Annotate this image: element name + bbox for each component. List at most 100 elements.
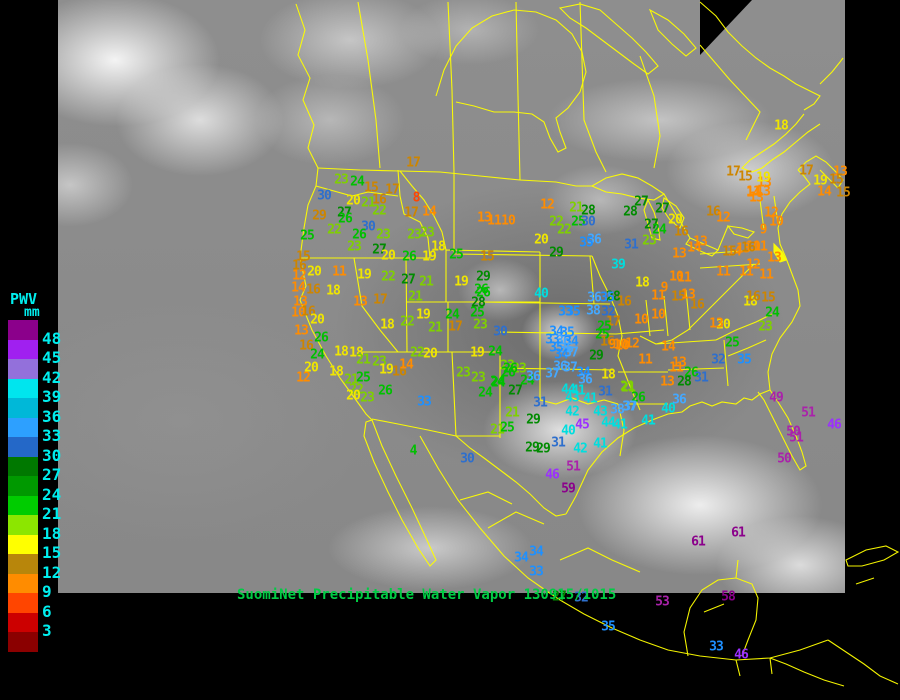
station-pwv-value: 17 (799, 163, 814, 179)
station-pwv-value: 11 (669, 360, 684, 376)
legend-label: 15 (42, 543, 62, 562)
station-pwv-value: 29 (549, 245, 564, 261)
station-pwv-value: 24 (491, 375, 506, 391)
station-pwv-value: 20 (534, 232, 549, 248)
station-pwv-value: 22 (349, 382, 364, 398)
station-pwv-value: 37 (563, 360, 578, 376)
station-pwv-value: 23 (471, 370, 486, 386)
station-pwv-value: 19 (454, 274, 469, 290)
legend-swatch (8, 359, 38, 379)
station-pwv-value: 29 (476, 269, 491, 285)
station-pwv-value: 12 (716, 210, 731, 226)
station-pwv-value: 36 (553, 359, 568, 375)
station-pwv-value: 28 (623, 204, 638, 220)
station-pwv-value: 51 (789, 430, 804, 446)
legend-swatch (8, 456, 38, 476)
station-pwv-value: 16 (746, 289, 761, 305)
station-pwv-value: 12 (764, 205, 779, 221)
station-pwv-value: 44 (561, 382, 576, 398)
station-pwv-value: 8 (412, 190, 421, 206)
legend-swatch (8, 612, 38, 632)
legend-label: 9 (42, 582, 52, 601)
station-pwv-value: 39 (611, 257, 626, 273)
station-pwv-value: 41 (641, 413, 656, 429)
station-pwv-value: 24 (520, 373, 535, 389)
station-pwv-value: 19 (357, 267, 372, 283)
station-pwv-value: 31 (598, 384, 613, 400)
station-pwv-value: 18 (635, 275, 650, 291)
station-pwv-value: 20 (381, 248, 396, 264)
station-pwv-value: 37 (545, 366, 560, 382)
station-pwv-value: 16 (690, 297, 705, 313)
station-pwv-value: 21 (569, 200, 584, 216)
station-pwv-value: 16 (392, 364, 407, 380)
station-pwv-value: 30 (361, 219, 376, 235)
product-caption: SuomiNet Precipitable Water Vapor 130915… (237, 587, 617, 603)
station-pwv-value: 27 (337, 205, 352, 221)
station-pwv-value: 27 (552, 589, 567, 605)
station-pwv-value: 14 (746, 185, 761, 201)
station-pwv-value: 15 (836, 185, 851, 201)
station-pwv-value: 34 (529, 544, 544, 560)
station-pwv-value: 13 (756, 184, 771, 200)
station-pwv-value: 15 (761, 290, 776, 306)
legend-title: PWV (10, 290, 38, 308)
station-pwv-value: 20 (668, 212, 683, 228)
station-pwv-value: 36 (578, 372, 593, 388)
station-pwv-value: 25 (595, 327, 610, 343)
station-pwv-value: 12 (296, 370, 311, 386)
station-pwv-value: 13 (693, 234, 708, 250)
station-pwv-value: 21 (408, 289, 423, 305)
station-pwv-value: 16 (741, 240, 756, 256)
station-pwv-value: 18 (329, 364, 344, 380)
station-pwv-value: 23 (372, 354, 387, 370)
station-pwv-value: 14 (291, 280, 306, 296)
station-pwv-value: 32 (601, 304, 616, 320)
station-pwv-value: 10 (634, 312, 649, 328)
station-pwv-value: 10 (669, 269, 684, 285)
station-pwv-value: 16 (301, 304, 316, 320)
station-pwv-value: 58 (721, 589, 736, 605)
station-pwv-value: 31 (624, 237, 639, 253)
station-pwv-value: 13 (660, 374, 675, 390)
station-pwv-value: 13 (709, 316, 724, 332)
station-pwv-value: 28 (581, 203, 596, 219)
station-pwv-value: 37 (564, 345, 579, 361)
station-pwv-value: 42 (573, 441, 588, 457)
station-pwv-value: 14 (817, 184, 832, 200)
station-pwv-value: 41 (583, 391, 598, 407)
legend-label: 12 (42, 562, 62, 582)
station-pwv-value: 10 (291, 305, 306, 321)
station-pwv-value: 15 (364, 180, 379, 196)
station-pwv-value: 41 (593, 436, 608, 452)
station-pwv-value: 11 (753, 239, 768, 255)
station-pwv-value: 46 (734, 647, 749, 663)
station-pwv-value: 10 (769, 214, 784, 230)
station-pwv-value: 35 (549, 340, 564, 356)
station-pwv-value: 18 (349, 345, 364, 361)
station-pwv-value: 26 (402, 249, 417, 265)
station-pwv-value: 14 (727, 244, 742, 260)
station-pwv-value: 22 (549, 214, 564, 230)
station-pwv-value: 29 (525, 440, 540, 456)
station-pwv-value: 34 (576, 365, 591, 381)
station-pwv-value: 26 (631, 390, 646, 406)
station-pwv-value: 40 (661, 401, 676, 417)
station-pwv-value: 42 (565, 404, 580, 420)
station-pwv-value: 10 (615, 338, 630, 354)
station-pwv-value: 10 (746, 239, 761, 255)
station-pwv-value: 24 (490, 374, 505, 390)
station-pwv-value: 20 (307, 264, 322, 280)
station-pwv-value: 13 (293, 294, 308, 310)
station-pwv-value: 27 (655, 201, 670, 217)
station-pwv-value: 22 (381, 269, 396, 285)
station-pwv-value: 15 (829, 172, 844, 188)
station-pwv-value: 23 (376, 227, 391, 243)
station-pwv-value: 12 (625, 336, 640, 352)
station-pwv-value: 34 (564, 334, 579, 350)
legend-unit: mm (24, 305, 40, 320)
station-pwv-value: 9 (608, 337, 617, 353)
legend-label: 21 (42, 504, 62, 523)
station-pwv-value: 59 (561, 481, 576, 497)
station-pwv-value: 29 (536, 441, 551, 457)
